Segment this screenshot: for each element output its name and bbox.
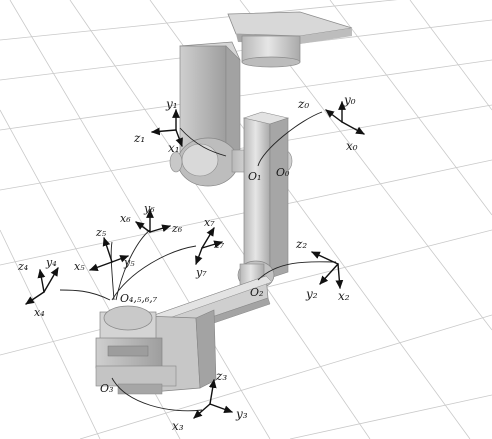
frame-6-z-label: z₆ [171,222,183,235]
origin-o3-label: O₃ [100,382,113,395]
leader-lines [59,111,337,412]
frame-6-x-label: x₆ [120,212,131,225]
frame-5-x-label: x₅ [74,260,85,273]
frame-4-axes [25,267,59,305]
origin-o0-label: O₀ [276,166,290,179]
frame-1-z-label: z₁ [133,131,145,145]
frame-4-z-label: z₄ [17,260,28,273]
frame-4-x-label: x₄ [34,306,45,319]
frame-7-axes [195,227,223,265]
frame-1-y-label: y₁ [165,97,178,111]
frame-7-z-label: z₇ [213,238,225,251]
robot-arm [95,11,353,395]
frame-0-axes [325,101,365,135]
frame-3-y-label: y₃ [235,407,248,421]
frame-5-axes [89,237,129,272]
frame-5-z-label: z₅ [95,226,107,239]
frame-7-y-label: y₇ [195,266,207,279]
origin-o2-label: O₂ [250,286,263,299]
frame-4-y-label: y₄ [45,256,57,269]
frame-3-x-label: x₃ [172,419,184,433]
frame-3-z-label: z₃ [215,369,227,383]
frame-2-x-label: x₂ [338,289,350,303]
origin-o1-label: O₁ [248,170,261,183]
frame-2-y-label: y₂ [305,287,318,301]
frame-3-axes [193,379,233,419]
frame-1-x-label: x₁ [168,141,180,155]
frame-2-axes [311,251,344,289]
origin-o4567-label: O₄,₅,₆,₇ [120,292,158,305]
frame-7-x-label: x₇ [204,216,215,229]
frame-0-z-label: z₀ [297,97,309,111]
frame-6-y-label: y₆ [143,202,155,215]
frame-6-axes [135,209,171,233]
frame-2-z-label: z₂ [295,237,307,251]
frame-1-axes [151,109,183,147]
frame-5-y-label: y₅ [123,256,135,269]
frame-0-x-label: x₀ [346,139,358,153]
frame-0-y-label: y₀ [343,93,356,107]
upper-arm [243,117,271,275]
